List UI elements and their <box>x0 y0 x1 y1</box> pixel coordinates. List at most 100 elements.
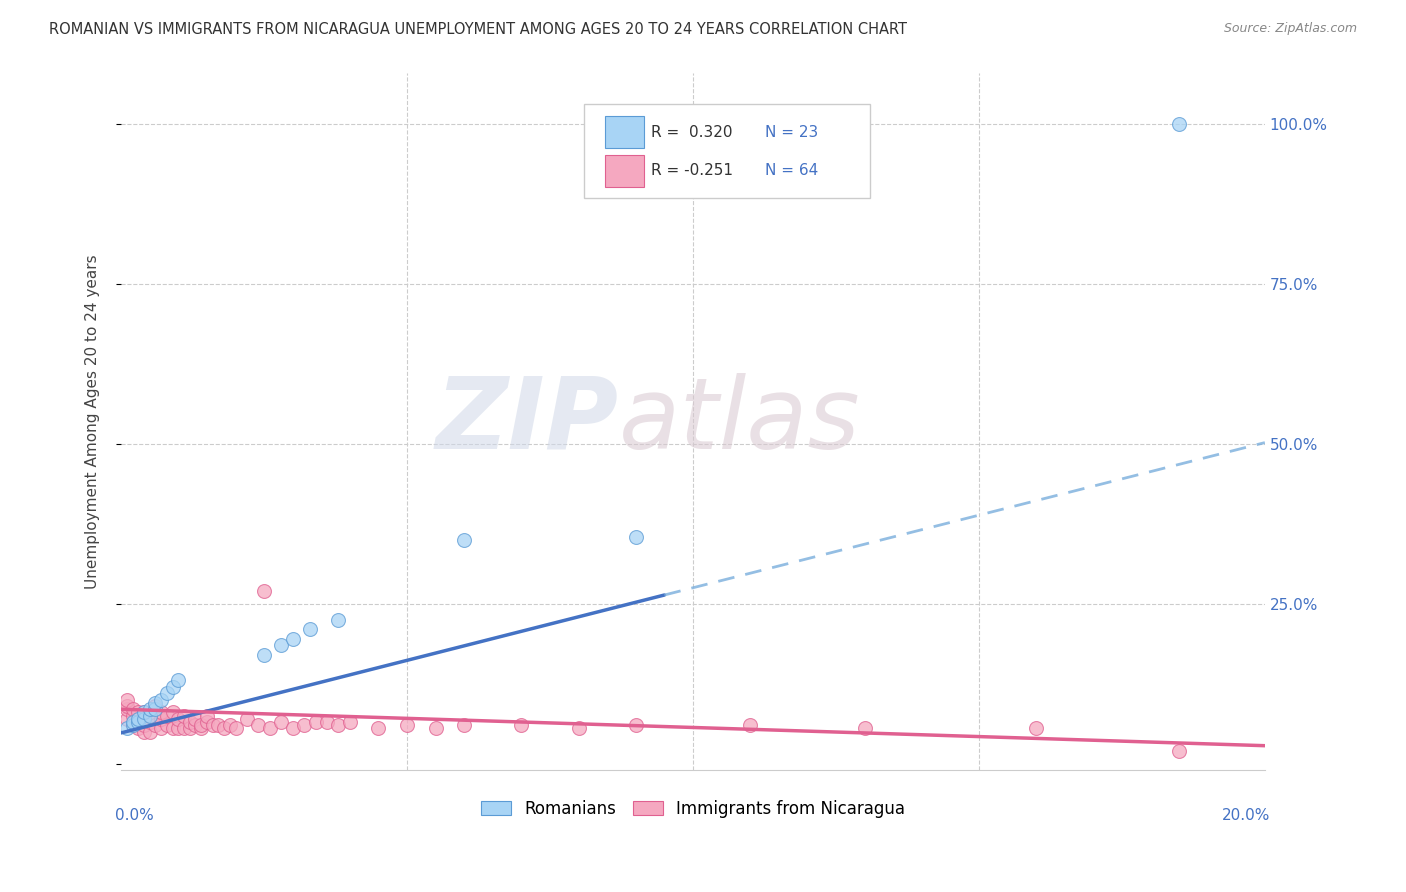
Point <box>138 714 160 729</box>
Point <box>270 714 292 729</box>
Point <box>453 718 475 732</box>
Point <box>150 692 173 706</box>
Point <box>212 722 235 736</box>
Point <box>127 706 149 720</box>
Text: N = 64: N = 64 <box>765 163 818 178</box>
Point <box>339 714 361 729</box>
Point <box>367 722 389 736</box>
Point <box>184 712 207 726</box>
Point <box>115 692 138 706</box>
Point <box>150 706 173 720</box>
Point <box>150 712 173 726</box>
Point <box>173 722 195 736</box>
Point <box>145 718 167 732</box>
Point <box>253 648 276 662</box>
Point <box>1168 744 1191 758</box>
Point <box>281 632 304 646</box>
Point <box>207 718 229 732</box>
Point <box>132 724 155 739</box>
Point <box>138 708 160 723</box>
Point <box>425 722 447 736</box>
FancyBboxPatch shape <box>605 154 644 186</box>
Point <box>115 702 138 716</box>
Point <box>624 530 647 544</box>
Text: 20.0%: 20.0% <box>1222 808 1271 823</box>
Point <box>328 613 350 627</box>
Point <box>298 623 321 637</box>
Point <box>121 718 143 732</box>
Point <box>510 718 533 732</box>
FancyBboxPatch shape <box>585 104 870 198</box>
Point <box>190 722 212 736</box>
Point <box>156 708 179 723</box>
Point <box>281 722 304 736</box>
Point <box>121 714 143 729</box>
Point <box>740 718 762 732</box>
Text: atlas: atlas <box>619 373 860 470</box>
Point <box>132 706 155 720</box>
Text: R =  0.320: R = 0.320 <box>651 125 733 140</box>
Text: Source: ZipAtlas.com: Source: ZipAtlas.com <box>1223 22 1357 36</box>
Point <box>1025 722 1047 736</box>
Point <box>150 722 173 736</box>
Point <box>1168 117 1191 131</box>
Point <box>167 722 190 736</box>
Point <box>853 722 876 736</box>
Point <box>328 718 350 732</box>
Point <box>115 712 138 726</box>
Point <box>195 714 218 729</box>
Point <box>259 722 281 736</box>
Point <box>132 712 155 726</box>
Point <box>127 714 149 729</box>
Point <box>624 718 647 732</box>
Point <box>179 714 201 729</box>
Point <box>156 686 179 700</box>
Point <box>162 680 184 694</box>
Point <box>127 722 149 736</box>
Point <box>173 708 195 723</box>
Text: ZIP: ZIP <box>436 373 619 470</box>
FancyBboxPatch shape <box>605 116 644 148</box>
Point <box>115 699 138 714</box>
Text: N = 23: N = 23 <box>765 125 818 140</box>
Point <box>304 714 326 729</box>
Point <box>162 706 184 720</box>
Point <box>195 708 218 723</box>
Point <box>138 724 160 739</box>
Point <box>396 718 419 732</box>
Point <box>127 712 149 726</box>
Point <box>270 638 292 652</box>
Point <box>292 718 315 732</box>
Point <box>247 718 270 732</box>
Point <box>127 712 149 726</box>
Point <box>121 718 143 732</box>
Point <box>167 712 190 726</box>
Legend: Romanians, Immigrants from Nicaragua: Romanians, Immigrants from Nicaragua <box>474 793 911 824</box>
Point <box>138 708 160 723</box>
Point <box>225 722 247 736</box>
Text: 0.0%: 0.0% <box>115 808 155 823</box>
Point <box>145 702 167 716</box>
Point <box>121 708 143 723</box>
Point <box>132 718 155 732</box>
Point <box>132 706 155 720</box>
Point <box>115 722 138 736</box>
Text: ROMANIAN VS IMMIGRANTS FROM NICARAGUA UNEMPLOYMENT AMONG AGES 20 TO 24 YEARS COR: ROMANIAN VS IMMIGRANTS FROM NICARAGUA UN… <box>49 22 907 37</box>
Point <box>218 718 240 732</box>
Point <box>162 722 184 736</box>
Point <box>568 722 591 736</box>
Point <box>156 718 179 732</box>
Point <box>316 714 339 729</box>
Point <box>145 699 167 714</box>
Point <box>236 712 259 726</box>
Point <box>145 696 167 710</box>
Y-axis label: Unemployment Among Ages 20 to 24 years: Unemployment Among Ages 20 to 24 years <box>86 254 100 589</box>
Point <box>253 583 276 598</box>
Point <box>179 722 201 736</box>
Point <box>190 718 212 732</box>
Point <box>167 673 190 688</box>
Point <box>201 718 224 732</box>
Point <box>121 702 143 716</box>
Point <box>453 533 475 547</box>
Text: R = -0.251: R = -0.251 <box>651 163 733 178</box>
